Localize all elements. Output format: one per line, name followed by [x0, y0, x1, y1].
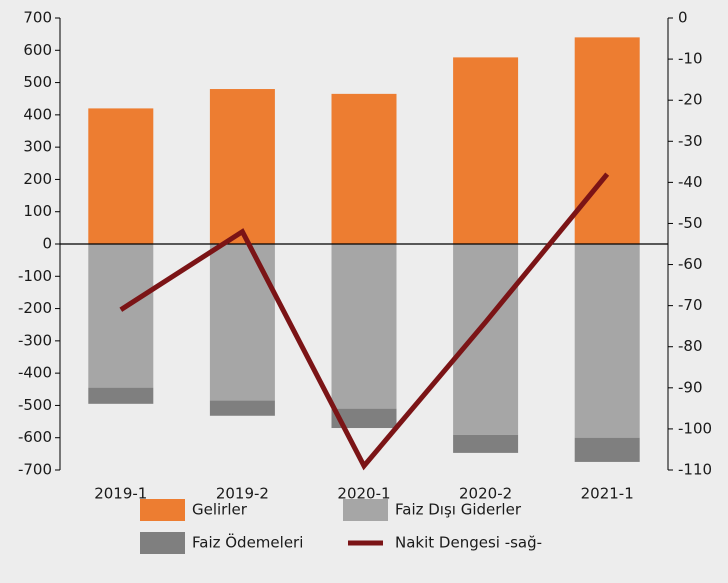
y2-tick-label: -30 — [678, 132, 703, 150]
legend-swatch — [140, 532, 185, 554]
x-tick-label: 2019-2 — [216, 485, 269, 503]
bar — [209, 244, 275, 401]
legend-swatch — [140, 499, 185, 521]
x-tick-label: 2021-1 — [581, 485, 634, 503]
y-tick-label: 100 — [23, 202, 52, 220]
y-tick-label: 0 — [42, 235, 52, 253]
y-tick-label: 200 — [23, 170, 52, 188]
y2-tick-label: -70 — [678, 296, 703, 314]
bar — [88, 244, 154, 388]
x-tick-label: 2019-1 — [94, 485, 147, 503]
legend-label: Faiz Dışı Giderler — [395, 501, 522, 519]
bar — [453, 434, 519, 453]
legend-swatch — [343, 499, 388, 521]
y-tick-label: -500 — [18, 396, 52, 414]
y2-tick-label: -10 — [678, 50, 703, 68]
bar — [88, 108, 154, 245]
y-tick-label: -200 — [18, 299, 52, 317]
bar — [574, 37, 640, 244]
bar — [209, 89, 275, 245]
y2-tick-label: -90 — [678, 378, 703, 396]
y-tick-label: -600 — [18, 428, 52, 446]
bar — [453, 57, 519, 244]
x-tick-label: 2020-2 — [459, 485, 512, 503]
bar — [209, 400, 275, 416]
legend-label: Faiz Ödemeleri — [192, 533, 303, 552]
line — [119, 172, 610, 471]
y-tick-label: 500 — [23, 73, 52, 91]
y2-tick-label: -20 — [678, 91, 703, 109]
x-tick-label: 2020-1 — [337, 485, 390, 503]
y2-tick-label: -110 — [678, 461, 712, 479]
y-tick-label: 700 — [23, 9, 52, 27]
y2-tick-label: -60 — [678, 255, 703, 273]
bar — [331, 93, 397, 244]
y-tick-label: 600 — [23, 41, 52, 59]
y2-tick-label: -80 — [678, 337, 703, 355]
bar — [453, 244, 519, 435]
y-tick-label: -700 — [18, 461, 52, 479]
y2-tick-label: 0 — [678, 9, 688, 27]
bar — [331, 244, 397, 409]
y-tick-label: -400 — [18, 364, 52, 382]
y2-tick-label: -40 — [678, 173, 703, 191]
y-tick-label: 300 — [23, 138, 52, 156]
legend-label: Gelirler — [192, 501, 248, 519]
bar — [574, 437, 640, 462]
bar — [88, 387, 154, 404]
y2-tick-label: -50 — [678, 214, 703, 232]
y-tick-label: -100 — [18, 267, 52, 285]
y-tick-label: -300 — [18, 331, 52, 349]
legend-label: Nakit Dengesi -sağ- — [395, 534, 542, 552]
y-tick-label: 400 — [23, 105, 52, 123]
y2-tick-label: -100 — [678, 419, 712, 437]
bar — [574, 244, 640, 438]
bar — [331, 408, 397, 429]
